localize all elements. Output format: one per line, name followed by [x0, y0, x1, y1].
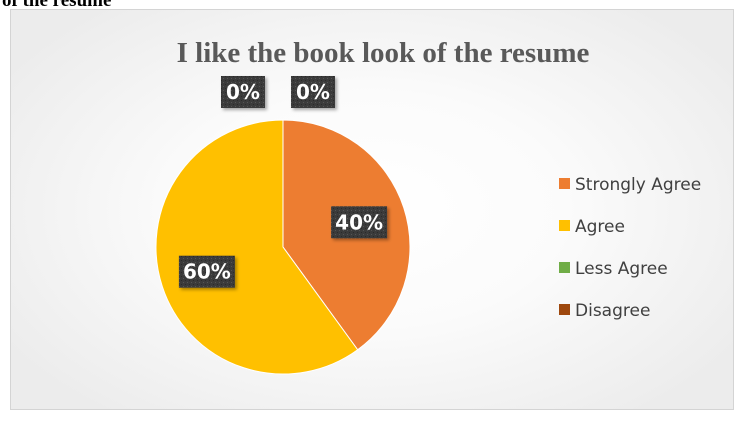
- legend-label: Disagree: [575, 301, 650, 321]
- data-label-text: 60%: [183, 260, 231, 284]
- data-label-text: 0%: [296, 80, 330, 104]
- legend-swatch: [559, 178, 570, 189]
- data-label-box: [291, 76, 335, 108]
- data-label-box: [178, 255, 235, 288]
- legend-item-strongly-agree: Strongly Agree: [559, 175, 701, 195]
- legend-label: Agree: [575, 217, 625, 237]
- data-label-text: 40%: [335, 210, 383, 234]
- data-label-agree: 60%: [178, 255, 235, 288]
- data-label-text: 0%: [226, 80, 260, 104]
- legend-item-disagree: Disagree: [559, 301, 650, 321]
- legend-label: Strongly Agree: [575, 175, 701, 195]
- legend-swatch: [559, 304, 570, 315]
- chart-area: I like the book look of the resume 40% 60…: [10, 9, 734, 410]
- legend-item-agree: Agree: [559, 217, 625, 237]
- legend-label: Less Agree: [575, 259, 668, 279]
- legend-item-less-agree: Less Agree: [559, 259, 668, 279]
- legend-swatch: [559, 262, 570, 273]
- chart-title: I like the book look of the resume: [177, 37, 590, 69]
- data-label-less-agree: 0%: [221, 76, 265, 108]
- data-label-box: [221, 76, 265, 108]
- document-heading-fragment: of the resume: [2, 0, 112, 11]
- data-label-box: [331, 206, 388, 239]
- legend-swatch: [559, 220, 570, 231]
- data-label-strongly-agree: 40%: [331, 206, 388, 239]
- pie-slice-agree: [155, 119, 359, 375]
- pie-chart: I like the book look of the resume 40% 60…: [155, 37, 701, 375]
- data-label-disagree: 0%: [291, 76, 335, 108]
